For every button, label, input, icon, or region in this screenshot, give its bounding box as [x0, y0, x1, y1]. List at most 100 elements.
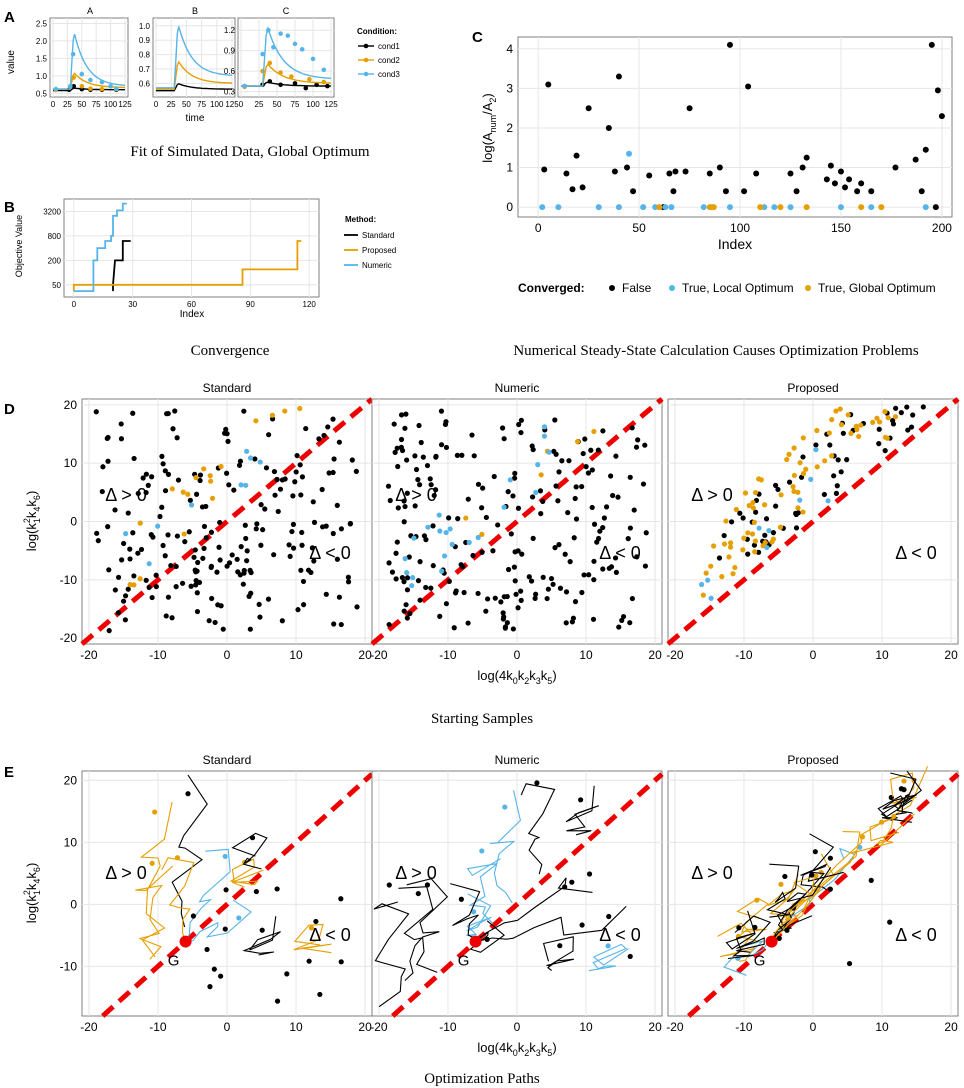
panel-d-facet-2-point-orange	[700, 592, 706, 598]
panel-d-facet-1-point-black	[501, 594, 507, 600]
panel-e-facet-0-point-black	[204, 946, 210, 953]
panel-d-facet-2-point-blue	[797, 497, 803, 503]
panel-d-facet-1-point-black	[403, 602, 409, 608]
panel-d-facet-1-point-black	[629, 595, 635, 602]
panel-d-facet-1-point-black	[552, 545, 558, 551]
panel-d-facet-2-point-orange	[845, 412, 851, 418]
panel-d-facet-1-point-orange	[538, 472, 544, 478]
panel-d-facet-0-point-black	[246, 593, 252, 599]
panel-d-facet-0-point-black	[172, 408, 178, 414]
panel-a-point-cond1	[267, 79, 273, 84]
panel-d-facet-0-point-black	[182, 539, 188, 545]
panel-d-facet-1-point-black	[479, 549, 485, 555]
panel-d-facet-1-point-black	[395, 505, 401, 511]
panel-d-facet-0-point-black	[217, 557, 223, 563]
panel-e-facet-1-diagonal-line	[391, 772, 664, 1018]
panel-c-point-2	[710, 204, 717, 211]
panel-d-facet-0-point-black	[169, 615, 175, 621]
panel-d-facet-0-point-black	[95, 538, 101, 544]
panel-d-facet-0-point-black	[331, 456, 337, 462]
panel-c-legend-label-0: False	[622, 281, 652, 295]
panel-b-legend-keys	[344, 234, 358, 266]
panel-d-facet-2-point-orange	[742, 490, 749, 496]
panel-c-point-0	[932, 204, 939, 211]
panel-d-facet-1-point-black	[504, 620, 510, 626]
panel-a-xtick-label: 75	[92, 100, 101, 109]
panel-e-facet-0-point-black	[211, 966, 217, 972]
panel-d-facet-0-ytick-label: 20	[64, 398, 78, 412]
panel-d-facet-0-point-black	[289, 528, 295, 535]
panel-d-facet-0-point-black	[220, 626, 226, 632]
panel-d-facet-1-point-black	[398, 412, 405, 418]
panel-a-facet-title-2: C	[283, 6, 290, 16]
panel-d-facet-0-point-black	[138, 546, 145, 553]
panel-d-facet-0-point-black	[299, 529, 305, 536]
panel-a-line-cond1	[156, 83, 232, 92]
panel-d-facet-2-point-black	[773, 503, 779, 509]
panel-c-point-1	[539, 204, 546, 211]
panel-d-facet-1-point-black	[529, 443, 535, 449]
panel-a-point-cond3	[67, 83, 73, 89]
panel-d-facet-2-point-orange	[752, 538, 759, 544]
panel-d-facet-2-point-black	[904, 404, 910, 410]
panel-c-point-0	[827, 162, 834, 169]
panel-e-facet-0-start-point-orange	[174, 855, 181, 861]
panel-d-facet-0-point-black	[223, 426, 229, 432]
panel-d-facet-1-point-black	[612, 555, 619, 561]
panel-e-facet-0-start-point-orange	[152, 809, 158, 815]
panel-d-facet-0-point-black	[115, 574, 122, 580]
panel-d-facet-0-point-black	[242, 522, 248, 528]
panel-e-facet-0-start-point-black	[185, 791, 191, 797]
panel-d-facet-1-point-black	[386, 621, 392, 628]
panel-d-facet-1-point-black	[403, 411, 409, 417]
panel-a-ytick-label: 0.9	[224, 47, 236, 56]
panel-d-facet-0-point-black	[243, 535, 249, 542]
panel-d-facet-0-point-black	[334, 556, 340, 562]
panel-a-xtick-label: 75	[291, 100, 300, 109]
panel-d-facet-1-point-black	[455, 516, 461, 522]
panel-e-facet-0-point-black	[274, 998, 281, 1004]
panel-d-facet-0-point-black	[143, 471, 149, 477]
panel-e: Standard Numeric Proposed log(k12k4k6) l…	[22, 753, 960, 1058]
panel-a-point-cond3	[79, 71, 85, 77]
panel-d-facet-0-point-black	[162, 468, 168, 474]
panel-a-ytick-label: 1.0	[36, 72, 48, 81]
panel-e-facet-1-xtick-label: 0	[514, 1020, 521, 1034]
panel-d-facet-0-point-black	[263, 465, 270, 471]
panel-e-facet-0-region-label-positive: Δ > 0	[105, 863, 147, 883]
panel-d-facet-0-point-black	[165, 594, 172, 600]
panel-d-facet-1-point-black	[591, 521, 598, 527]
panel-d-facet-0-point-black	[174, 533, 181, 539]
panel-d-facet-1-point-black	[627, 620, 633, 626]
panel-e-facet-2-path-black	[771, 866, 832, 942]
panel-d-facet-1-point-black	[404, 575, 411, 581]
panel-c-point-0	[846, 176, 853, 183]
panel-d-facet-2-point-orange	[791, 445, 797, 451]
caption-d: Starting Samples	[431, 711, 533, 727]
panel-d-facet-0-point-black	[229, 552, 235, 558]
panel-d-facet-1-point-black	[572, 599, 579, 605]
panel-d-facet-1-point-black	[413, 466, 420, 473]
panel-d-facet-1-point-black	[582, 436, 588, 442]
panel-d-facet-1-point-black	[420, 454, 426, 460]
panel-d-facet-0-point-black	[331, 621, 337, 627]
panel-d-facet-1-point-blue	[533, 489, 539, 496]
panel-c-point-1	[771, 204, 778, 211]
panel-d-facet-1-point-black	[430, 523, 436, 529]
panel-a-point-cond3	[53, 86, 59, 92]
panel-d-facet-1-point-black	[601, 515, 607, 521]
panel-d-facet-1-point-black	[387, 497, 393, 504]
panel-d-facet-1-point-black	[500, 610, 506, 616]
panel-c-legend-key	[609, 285, 615, 291]
panel-c-point-0	[611, 168, 618, 175]
panel-e-facet-2-path-black	[725, 910, 756, 960]
panel-a-xtick-label: 125	[324, 100, 338, 109]
panel-a-xtick-label: 0	[239, 100, 244, 109]
panel-c-point-0	[922, 146, 929, 153]
panel-d-facet-1-point-black	[490, 548, 496, 554]
panel-d-facet-0-point-black	[295, 607, 301, 613]
panel-d-facet-1-point-blue	[411, 535, 417, 541]
panel-d-facet-1-point-black	[471, 453, 477, 459]
panel-d-facet-0-point-black	[253, 526, 259, 532]
panel-d-facet-0-point-black	[100, 464, 106, 470]
